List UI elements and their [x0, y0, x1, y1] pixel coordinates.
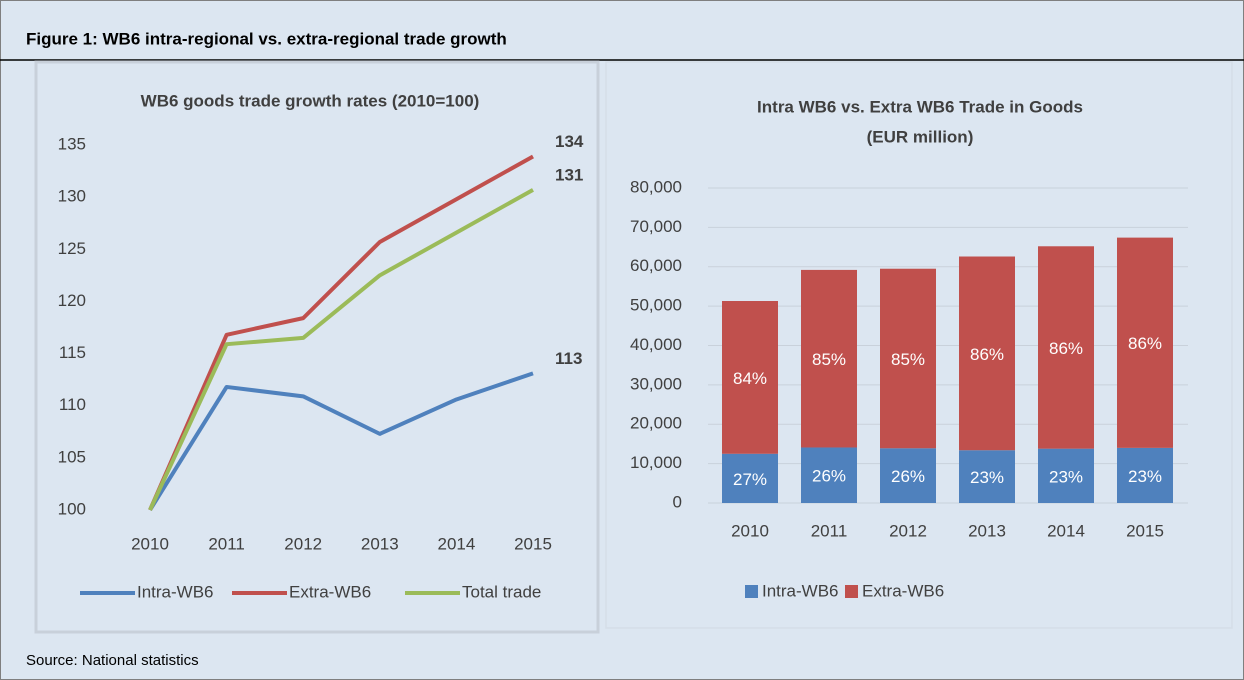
x-tick-label: 2010 — [731, 521, 769, 540]
legend-label: Extra-WB6 — [862, 581, 944, 600]
x-tick-label: 2011 — [811, 521, 848, 540]
y-tick-label: 105 — [58, 447, 86, 466]
legend-label: Intra-WB6 — [137, 582, 214, 601]
bar-label: 27% — [733, 470, 767, 489]
y-tick-label: 120 — [58, 291, 86, 310]
bar-segment — [1038, 246, 1094, 449]
x-tick-label: 2011 — [208, 534, 245, 553]
value-label: 134 — [555, 132, 584, 151]
chart-title: (EUR million) — [867, 127, 974, 146]
y-tick-label: 0 — [673, 492, 682, 511]
bar-segment — [722, 301, 778, 454]
x-tick-label: 2015 — [1126, 521, 1164, 540]
y-tick-label: 130 — [58, 187, 86, 206]
bar-segment — [1117, 447, 1173, 503]
x-tick-label: 2013 — [361, 534, 399, 553]
bar-label: 23% — [1128, 467, 1162, 486]
x-tick-label: 2014 — [437, 534, 475, 553]
legend-label: Intra-WB6 — [762, 581, 839, 600]
left-panel — [34, 60, 600, 634]
x-tick-label: 2012 — [284, 534, 322, 553]
value-label: 131 — [555, 165, 583, 184]
y-tick-label: 80,000 — [630, 177, 682, 196]
y-tick-label: 70,000 — [630, 217, 682, 236]
legend-label: Total trade — [462, 582, 541, 601]
chart-title: WB6 goods trade growth rates (2010=100) — [141, 91, 480, 110]
bar-segment — [801, 269, 857, 448]
y-tick-label: 30,000 — [630, 374, 682, 393]
bar-label: 85% — [812, 350, 846, 369]
chart-title: Intra WB6 vs. Extra WB6 Trade in Goods — [757, 97, 1083, 116]
bar-segment — [880, 448, 936, 503]
source-note: Source: National statistics — [26, 652, 199, 669]
x-tick-label: 2015 — [514, 534, 552, 553]
bar-segment — [1038, 448, 1094, 503]
bar-segment — [959, 450, 1015, 503]
bar-segment — [880, 268, 936, 449]
y-tick-label: 100 — [58, 499, 86, 518]
legend-label: Extra-WB6 — [289, 582, 371, 601]
y-tick-label: 60,000 — [630, 256, 682, 275]
bar-label: 85% — [891, 350, 925, 369]
series-line — [148, 188, 534, 511]
bar-segment — [959, 256, 1015, 451]
figure-title: Figure 1: WB6 intra-regional vs. extra-r… — [26, 29, 507, 48]
bar-segment — [1117, 237, 1173, 448]
y-tick-label: 10,000 — [630, 453, 682, 472]
bar-segment — [722, 453, 778, 503]
y-tick-label: 20,000 — [630, 414, 682, 433]
y-tick-label: 115 — [59, 343, 86, 362]
value-label: 113 — [555, 349, 582, 368]
y-tick-label: 50,000 — [630, 296, 682, 315]
bar-label: 86% — [970, 345, 1004, 364]
series-line — [148, 371, 534, 512]
y-tick-label: 125 — [58, 239, 86, 258]
series-line — [148, 154, 534, 511]
bar-label: 86% — [1049, 339, 1083, 358]
y-tick-label: 135 — [58, 134, 86, 153]
y-tick-label: 110 — [59, 395, 86, 414]
bar-label: 26% — [812, 467, 846, 486]
bar-label: 23% — [970, 468, 1004, 487]
bar-label: 84% — [733, 369, 767, 388]
y-tick-label: 40,000 — [630, 335, 682, 354]
bar-label: 26% — [891, 467, 925, 486]
x-tick-label: 2014 — [1047, 521, 1085, 540]
x-tick-label: 2012 — [889, 521, 927, 540]
legend-swatch — [745, 585, 758, 598]
bar-segment — [801, 447, 857, 503]
x-tick-label: 2013 — [968, 521, 1006, 540]
bar-label: 23% — [1049, 467, 1083, 486]
legend-swatch — [845, 585, 858, 598]
bar-label: 86% — [1128, 334, 1162, 353]
x-tick-label: 2010 — [131, 534, 169, 553]
